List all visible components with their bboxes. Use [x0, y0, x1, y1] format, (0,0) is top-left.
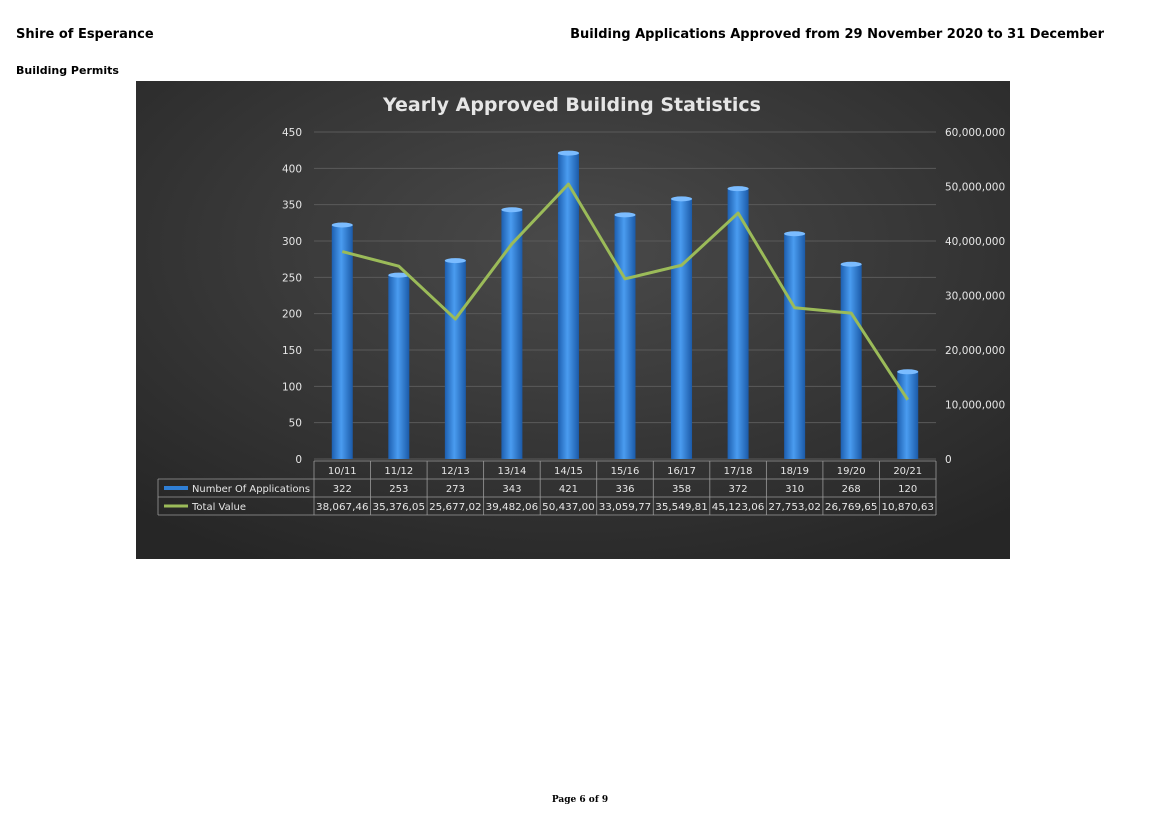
category-label: 14/15	[554, 466, 583, 477]
category-label: 19/20	[837, 466, 866, 477]
line-data-label: 35,376,05	[373, 502, 426, 513]
line-data-label: 35,549,81	[655, 502, 708, 513]
bar-series	[331, 150, 919, 459]
line-data-label: 25,677,02	[429, 502, 482, 513]
bar	[388, 275, 410, 459]
legend-label: Number Of Applications	[192, 484, 310, 495]
bar-data-label: 120	[898, 484, 917, 495]
bar-data-label: 372	[729, 484, 748, 495]
bar	[671, 198, 693, 459]
line-data-label: 38,067,46	[316, 502, 369, 513]
bar	[557, 153, 579, 459]
bar-cap	[501, 207, 523, 213]
left-tick-label: 300	[282, 236, 302, 248]
right-tick-label: 0	[945, 454, 952, 466]
category-label: 12/13	[441, 466, 470, 477]
yearly-building-chart: Yearly Approved Building Statistics 0 50 1…	[136, 81, 1010, 559]
bar	[444, 260, 466, 459]
category-label: 15/16	[611, 466, 640, 477]
section-heading: Building Permits	[16, 64, 119, 77]
category-label: 18/19	[780, 466, 809, 477]
bar-cap	[840, 261, 862, 267]
left-axis: 0 50 100 150 200 250 300 350 400 450	[282, 127, 302, 466]
bar-data-label: 343	[502, 484, 521, 495]
line-data-label: 45,123,06	[712, 502, 765, 513]
bar	[727, 188, 749, 459]
chart-panel: Yearly Approved Building Statistics 0 50 1…	[136, 81, 1010, 559]
left-tick-label: 200	[282, 309, 302, 321]
bar-cap	[727, 186, 749, 192]
left-tick-label: 450	[282, 127, 302, 139]
category-label: 11/12	[384, 466, 413, 477]
organisation-name: Shire of Esperance	[16, 27, 154, 42]
line-data-label: 39,482,06	[486, 502, 539, 513]
line-series	[341, 182, 909, 401]
bar-data-label: 273	[446, 484, 465, 495]
bar-cap	[614, 212, 636, 218]
bar-cap	[671, 196, 693, 202]
category-label: 10/11	[328, 466, 357, 477]
left-tick-label: 0	[295, 454, 302, 466]
category-label: 17/18	[724, 466, 753, 477]
bar	[784, 233, 806, 459]
left-tick-label: 250	[282, 272, 302, 284]
line-data-label: 27,753,02	[768, 502, 821, 513]
chart-title: Yearly Approved Building Statistics	[382, 94, 761, 116]
category-label: 16/17	[667, 466, 696, 477]
bar-data-label: 268	[842, 484, 861, 495]
left-tick-label: 100	[282, 381, 302, 393]
line-data-label: 26,769,65	[825, 502, 878, 513]
bar	[614, 214, 636, 459]
bar-data-label: 421	[559, 484, 578, 495]
bar-cap	[897, 369, 919, 375]
right-tick-label: 30,000,000	[945, 291, 1005, 303]
bar-data-label: 336	[615, 484, 634, 495]
line-data-label: 10,870,63	[881, 502, 934, 513]
bar	[331, 225, 353, 459]
bar	[501, 209, 523, 459]
page-number: Page 6 of 9	[551, 795, 609, 805]
bar-cap	[784, 231, 806, 237]
right-axis: 0 10,000,000 20,000,000 30,000,000 40,000,00…	[945, 127, 1005, 466]
line-data-label: 33,059,77	[599, 502, 652, 513]
data-table: 10/11 11/12 12/13 13/14 14/15 15/16 16/17 17/18…	[157, 460, 937, 516]
report-title: Building Applications Approved from 29 N…	[570, 27, 1104, 42]
bar-cap	[388, 272, 410, 278]
bar-cap	[331, 222, 353, 228]
left-tick-label: 50	[289, 418, 302, 430]
right-tick-label: 20,000,000	[945, 345, 1005, 357]
line-data-label: 50,437,00	[542, 502, 595, 513]
bar-data-label: 310	[785, 484, 804, 495]
left-tick-label: 150	[282, 345, 302, 357]
left-tick-label: 350	[282, 200, 302, 212]
category-label: 20/21	[893, 466, 922, 477]
right-tick-label: 50,000,000	[945, 182, 1005, 194]
bar-data-label: 322	[333, 484, 352, 495]
category-label: 13/14	[497, 466, 526, 477]
bar-data-label: 253	[389, 484, 408, 495]
legend-key-bar	[164, 486, 188, 490]
bar-cap	[444, 258, 466, 264]
legend-label: Total Value	[191, 502, 246, 513]
left-tick-label: 400	[282, 163, 302, 175]
right-tick-label: 60,000,000	[945, 127, 1005, 139]
bar	[840, 264, 862, 459]
bar-cap	[557, 150, 579, 156]
right-tick-label: 10,000,000	[945, 400, 1005, 412]
right-tick-label: 40,000,000	[945, 236, 1005, 248]
bar-data-label: 358	[672, 484, 691, 495]
bar	[897, 371, 919, 459]
